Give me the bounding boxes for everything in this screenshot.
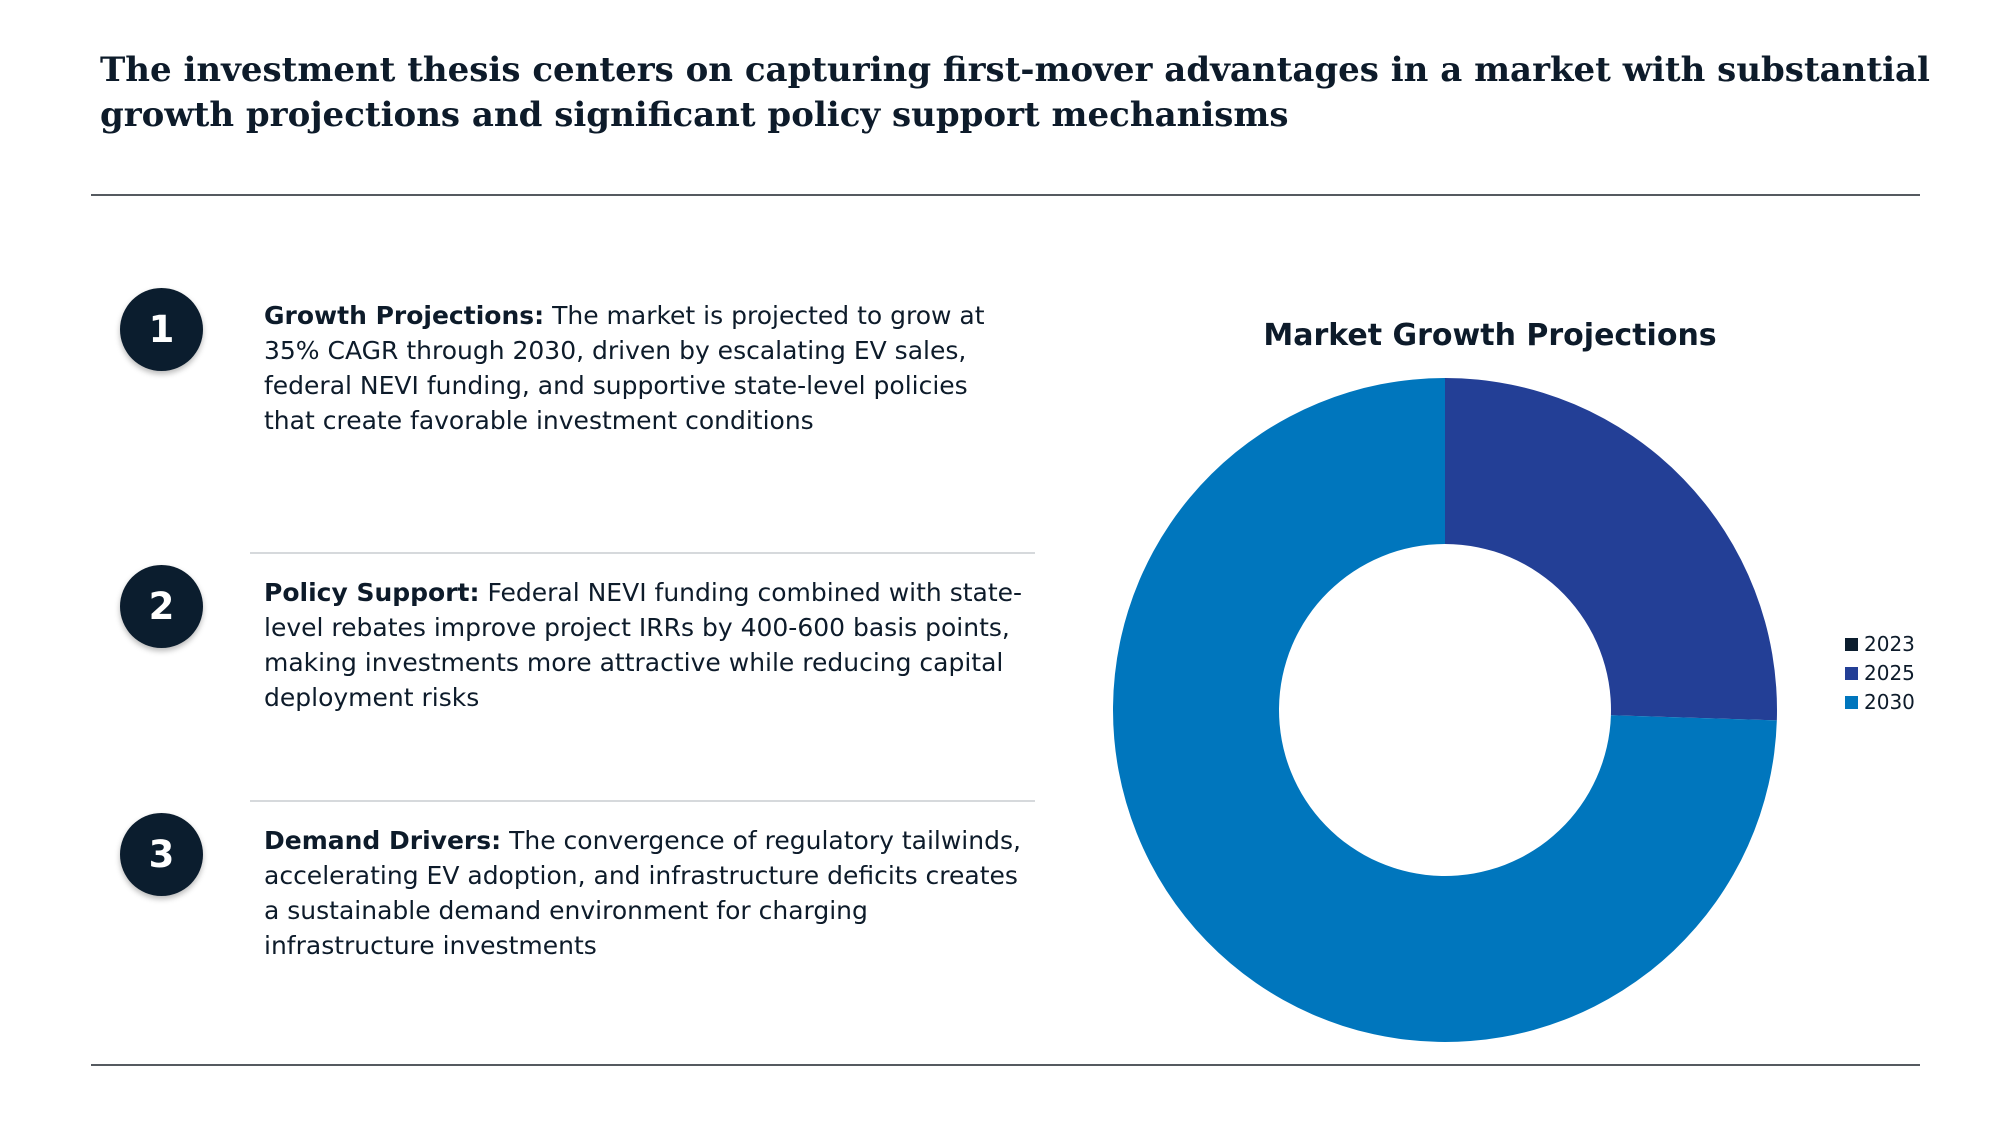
point-body: Federal NEVI funding combined with state… bbox=[264, 578, 1023, 712]
point-separator bbox=[250, 800, 1035, 802]
point-heading: Policy Support: bbox=[264, 578, 480, 607]
legend-item-2023: 2023 bbox=[1845, 630, 1915, 659]
top-divider bbox=[91, 194, 1920, 196]
point-text: Growth Projections: The market is projec… bbox=[264, 298, 1024, 438]
point-number-badge: 2 bbox=[120, 565, 203, 648]
point-text: Demand Drivers: The convergence of regul… bbox=[264, 823, 1024, 963]
legend-swatch bbox=[1845, 638, 1858, 651]
legend-label: 2030 bbox=[1864, 690, 1915, 714]
point-heading: Demand Drivers: bbox=[264, 826, 502, 855]
chart-legend: 2023 2025 2030 bbox=[1845, 630, 1915, 717]
chart-title: Market Growth Projections bbox=[1263, 318, 1717, 353]
point-number-badge: 3 bbox=[120, 813, 203, 896]
point-body: The convergence of regulatory tailwinds,… bbox=[264, 826, 1021, 960]
point-separator bbox=[250, 552, 1035, 554]
legend-item-2025: 2025 bbox=[1845, 659, 1915, 688]
page-title: The investment thesis centers on capturi… bbox=[100, 50, 1930, 135]
legend-item-2030: 2030 bbox=[1845, 688, 1915, 717]
legend-swatch bbox=[1845, 696, 1858, 709]
point-heading: Growth Projections: bbox=[264, 301, 545, 330]
point-text: Policy Support: Federal NEVI funding com… bbox=[264, 575, 1024, 715]
donut-slice-2030 bbox=[1112, 378, 1777, 1042]
bottom-divider bbox=[91, 1064, 1920, 1066]
point-number-badge: 1 bbox=[120, 288, 203, 371]
legend-label: 2023 bbox=[1864, 632, 1915, 656]
legend-swatch bbox=[1845, 667, 1858, 680]
donut-slice-2025 bbox=[1445, 378, 1777, 721]
point-body: The market is projected to grow at 35% C… bbox=[264, 301, 985, 435]
legend-label: 2025 bbox=[1864, 661, 1915, 685]
